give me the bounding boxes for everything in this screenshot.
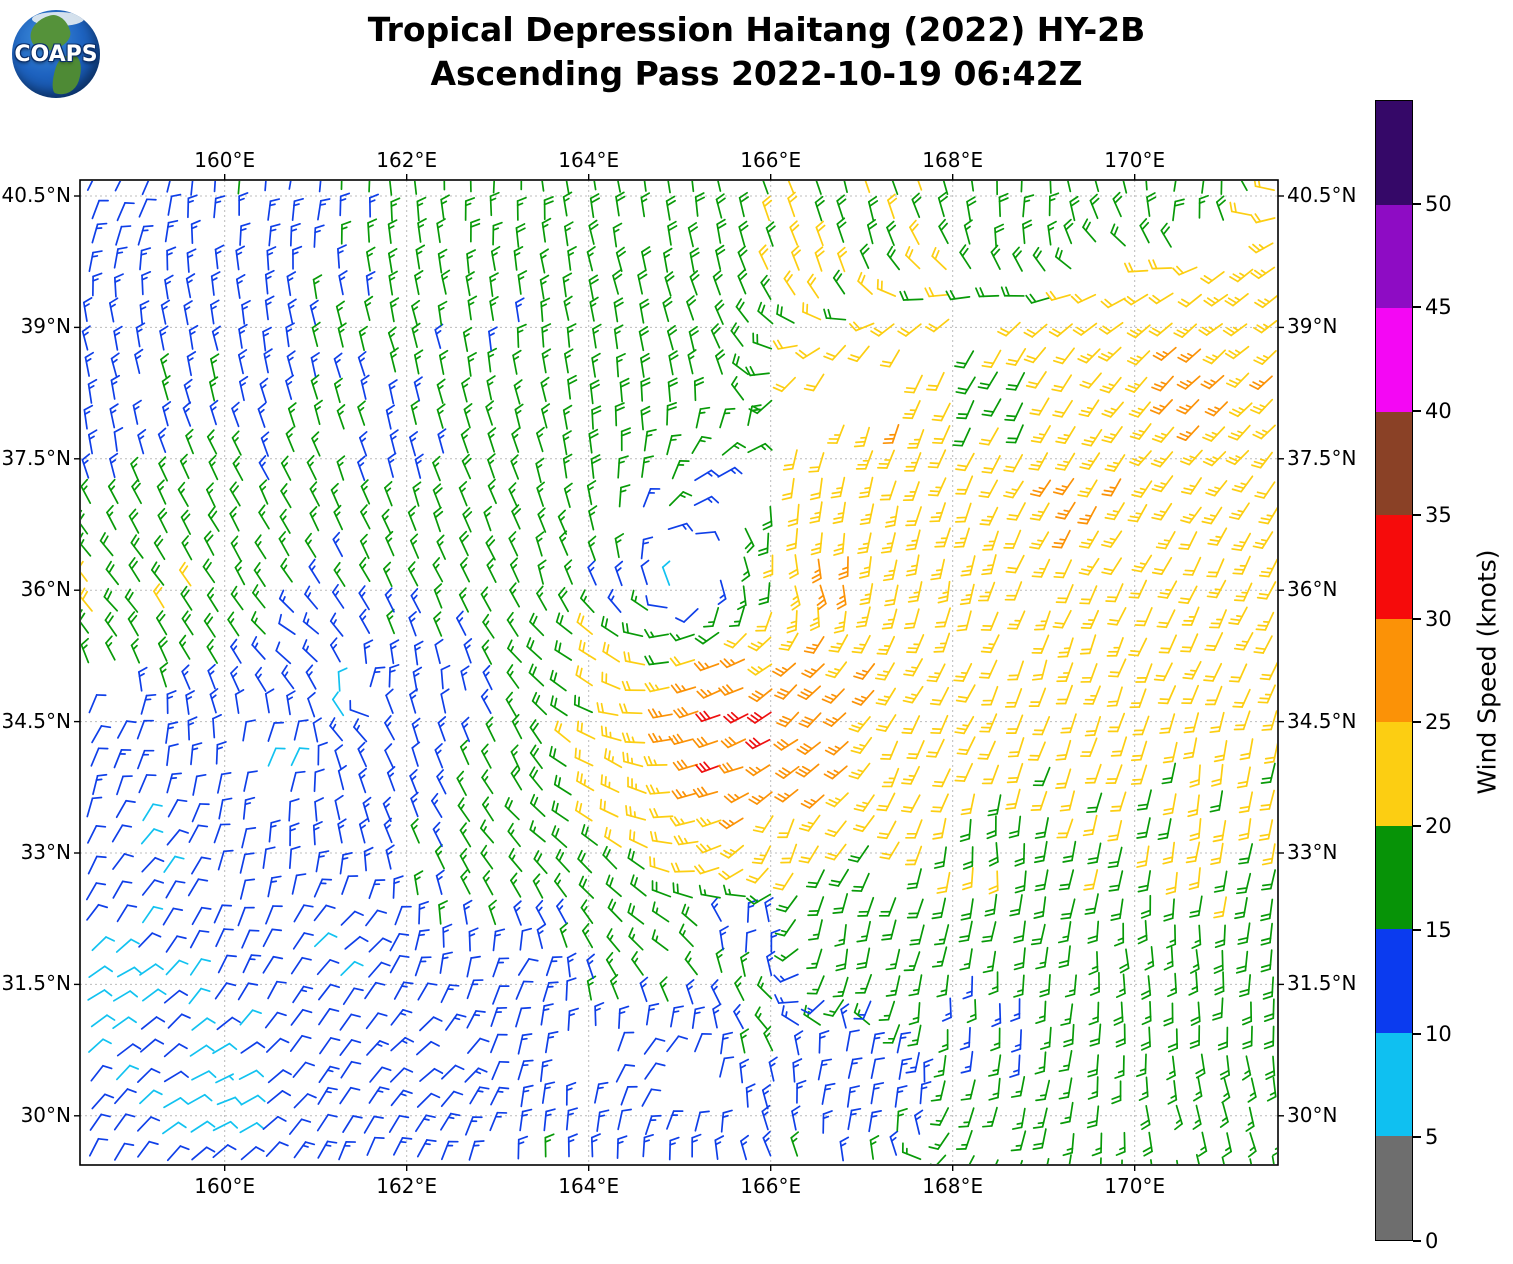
lat-tick-label-left: 30°N: [20, 1102, 71, 1127]
lat-tick-label-right: 36°N: [1287, 577, 1338, 602]
colorbar-segment-25-30: [1376, 618, 1412, 723]
colorbar-segment-0-5: [1376, 1136, 1412, 1241]
colorbar-segment-35-40: [1376, 411, 1412, 516]
colorbar-tick-label: 50: [1425, 191, 1452, 216]
lon-tick-label-bottom: 160°E: [194, 1174, 256, 1198]
lat-tick-label-right: 30°N: [1287, 1102, 1338, 1127]
colorbar-tick-label: 25: [1425, 710, 1452, 735]
lat-tick-label-left: 31.5°N: [1, 971, 72, 996]
lon-tick-label-top: 164°E: [558, 148, 620, 172]
colorbar-tick-label: 30: [1425, 606, 1452, 631]
lat-tick-label-left: 39°N: [20, 314, 71, 339]
colorbar-tick-mark: [1413, 1240, 1421, 1242]
lon-tick-label-bottom: 168°E: [922, 1174, 984, 1198]
lat-tick-label-right: 40.5°N: [1287, 183, 1357, 207]
colorbar-tick-label: 45: [1425, 295, 1452, 320]
colorbar-tick-label: 5: [1425, 1125, 1439, 1150]
colorbar-tick-mark: [1413, 825, 1421, 828]
colorbar: [1375, 100, 1413, 1241]
lon-tick-label-top: 166°E: [740, 148, 802, 172]
lon-tick-label-top: 162°E: [376, 148, 438, 172]
lat-tick-label-left: 36°N: [20, 577, 71, 602]
colorbar-axis-label: Wind Speed (knots): [1472, 549, 1502, 795]
colorbar-tick-mark: [1413, 1032, 1421, 1035]
lat-tick-label-right: 37.5°N: [1287, 445, 1357, 470]
colorbar-tick-label: 10: [1425, 1021, 1452, 1046]
colorbar-segment-45-50: [1376, 204, 1412, 309]
lat-tick-label-left: 40.5°N: [1, 183, 72, 207]
colorbar-segment-5-10: [1376, 1032, 1412, 1137]
colorbar-segment-10-15: [1376, 929, 1412, 1033]
colorbar-segment-15-20: [1376, 825, 1412, 930]
colorbar-tick-mark: [1413, 513, 1421, 516]
colorbar-tick-label: 35: [1425, 502, 1452, 527]
colorbar-tick-label: 40: [1425, 399, 1452, 424]
lon-tick-label-top: 160°E: [194, 148, 256, 172]
colorbar-tick-mark: [1413, 410, 1421, 413]
colorbar-segment-50-55: [1376, 101, 1412, 205]
colorbar-segment-30-35: [1376, 515, 1412, 619]
lat-tick-label-right: 31.5°N: [1287, 971, 1357, 996]
colorbar-tick-label: 15: [1425, 917, 1452, 942]
colorbar-tick-mark: [1413, 617, 1421, 620]
lon-tick-label-bottom: 166°E: [740, 1174, 802, 1198]
lon-tick-label-top: 168°E: [922, 148, 984, 172]
colorbar-tick-mark: [1413, 1136, 1421, 1139]
lon-tick-label-bottom: 164°E: [558, 1174, 620, 1198]
lon-tick-label-top: 170°E: [1104, 148, 1166, 172]
lat-tick-label-left: 33°N: [20, 840, 71, 864]
lon-tick-label-bottom: 170°E: [1104, 1174, 1166, 1198]
lat-tick-label-left: 37.5°N: [1, 445, 72, 470]
lon-tick-label-bottom: 162°E: [376, 1174, 438, 1198]
colorbar-tick-label: 0: [1425, 1229, 1439, 1253]
colorbar-segment-40-45: [1376, 308, 1412, 412]
colorbar-tick-label: 20: [1425, 814, 1452, 839]
colorbar-tick-mark: [1413, 202, 1421, 205]
lat-tick-label-left: 34.5°N: [1, 708, 72, 733]
colorbar-tick-mark: [1413, 306, 1421, 309]
lat-tick-label-right: 33°N: [1287, 840, 1338, 864]
colorbar-segment-20-25: [1376, 722, 1412, 826]
lat-tick-label-right: 34.5°N: [1287, 708, 1357, 733]
colorbar-tick-mark: [1413, 721, 1421, 724]
colorbar-tick-mark: [1413, 928, 1421, 931]
lat-tick-label-right: 39°N: [1287, 314, 1338, 339]
